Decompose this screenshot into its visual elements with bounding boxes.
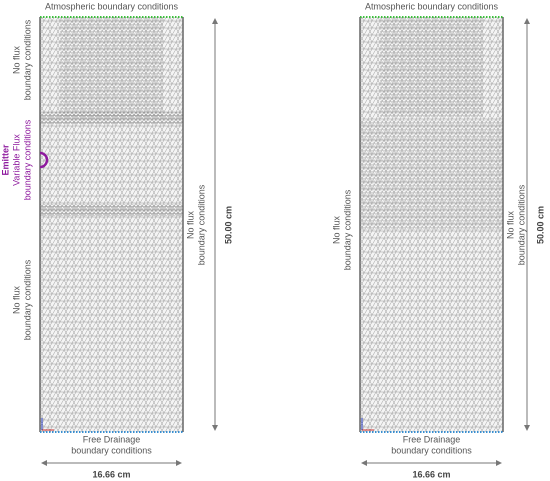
left-label: Variable Flux <box>11 134 21 186</box>
top-label: Atmospheric boundary conditions <box>45 1 179 11</box>
left-label: boundary conditions <box>22 119 32 200</box>
mesh-dense <box>60 17 163 117</box>
height-label: 50.00 cm <box>535 206 545 244</box>
bottom-label: boundary conditions <box>391 445 472 455</box>
mesh-dense <box>380 17 483 117</box>
height-label: 50.00 cm <box>223 206 233 244</box>
top-label: Atmospheric boundary conditions <box>365 1 499 11</box>
mesh-band <box>40 112 183 124</box>
emitter <box>39 151 49 169</box>
right-label: No flux <box>505 210 515 239</box>
left-label: boundary conditions <box>342 189 352 270</box>
left-label: boundary conditions <box>22 259 32 340</box>
bottom-label: boundary conditions <box>71 445 152 455</box>
left-label: No flux <box>11 45 21 74</box>
left-label: No flux <box>331 215 341 244</box>
mesh-band <box>40 204 183 216</box>
left-label: No flux <box>11 285 21 314</box>
bottom-label: Free Drainage <box>83 434 141 444</box>
right-label: No flux <box>185 210 195 239</box>
width-label: 16.66 cm <box>412 469 450 479</box>
left-label: boundary conditions <box>22 19 32 100</box>
bottom-label: Free Drainage <box>403 434 461 444</box>
left-label: Emitter <box>0 144 10 176</box>
right-label: boundary conditions <box>196 184 206 265</box>
right-label: boundary conditions <box>516 184 526 265</box>
width-label: 16.66 cm <box>92 469 130 479</box>
mesh-dense <box>360 120 503 230</box>
